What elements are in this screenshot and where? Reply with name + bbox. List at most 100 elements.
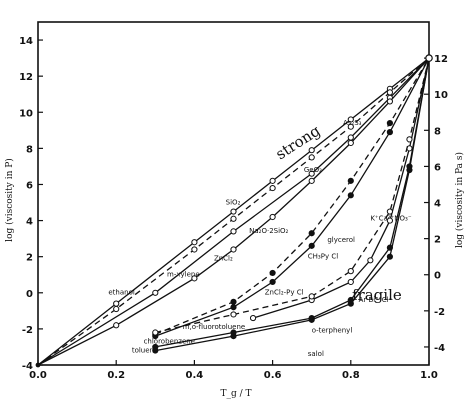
data-point bbox=[152, 329, 159, 336]
x-tick-label: 0.6 bbox=[264, 370, 282, 381]
data-point bbox=[152, 347, 159, 354]
curve-label: chlorobenzene bbox=[144, 337, 195, 345]
data-point bbox=[308, 293, 315, 300]
curve-label: m-xylene bbox=[167, 271, 200, 279]
y-tick-label-right: 6 bbox=[434, 162, 441, 173]
x-tick-label: 1.0 bbox=[420, 370, 438, 381]
data-point bbox=[386, 253, 393, 260]
origin-marker bbox=[35, 362, 41, 368]
data-point bbox=[269, 278, 276, 286]
data-point bbox=[347, 116, 354, 123]
y-tick-label-right: 10 bbox=[434, 90, 448, 101]
curve-label: m,o-fluorotoluene bbox=[183, 323, 246, 331]
data-point bbox=[347, 123, 354, 130]
data-point bbox=[191, 239, 198, 246]
y-tick-label-left: 0 bbox=[26, 289, 33, 300]
data-point bbox=[386, 208, 393, 215]
curve-label: glycerol bbox=[327, 236, 355, 244]
y-tick-label-left: -2 bbox=[22, 325, 33, 336]
data-point bbox=[347, 134, 354, 141]
data-point bbox=[230, 333, 237, 340]
y-tick-label-right: -4 bbox=[434, 343, 445, 354]
axis-ticks: 0.0 0.2 0.4 0.6 0.8 1.0 -4 -2 0 2 4 6 8 10 12 14 -4 -2 0 2 4… bbox=[19, 36, 448, 381]
y-axis-label-left: log (viscosity in P) bbox=[4, 158, 15, 242]
series-line-6 bbox=[252, 57, 430, 319]
annotation-fragile: fragile bbox=[352, 286, 402, 304]
curve-label: ZnCl₂ bbox=[214, 254, 233, 262]
data-point bbox=[347, 268, 354, 275]
data-point bbox=[269, 184, 276, 192]
curve-label: GeO₂ bbox=[304, 166, 322, 174]
plot-frame bbox=[37, 21, 430, 366]
y-tick-label-left: 8 bbox=[26, 144, 33, 155]
x-tick-label: 0.2 bbox=[107, 370, 125, 381]
data-point bbox=[367, 257, 374, 264]
curve-label: ethanol bbox=[108, 289, 134, 297]
y-axis-label-right: log (viscosity in Pa s) bbox=[454, 152, 465, 248]
data-point bbox=[308, 170, 315, 177]
data-point bbox=[386, 119, 393, 127]
curve-label: As₂S₃ bbox=[343, 119, 362, 127]
data-point bbox=[386, 129, 393, 136]
y-tick-label-right: 2 bbox=[434, 235, 441, 246]
curve-label: ZnCl₂-Py Cl bbox=[265, 289, 304, 297]
data-point bbox=[308, 230, 315, 237]
data-point bbox=[230, 304, 237, 311]
y-tick-label-left: 4 bbox=[26, 217, 33, 228]
curve-label: o-terphenyl bbox=[312, 327, 353, 335]
curve-label: toluene bbox=[132, 346, 158, 354]
data-point bbox=[230, 208, 237, 215]
data-point bbox=[347, 192, 354, 199]
data-point bbox=[230, 298, 237, 305]
x-tick-label: 0.0 bbox=[29, 370, 47, 381]
data-point bbox=[191, 246, 198, 253]
curve-label: CH₃Py Cl bbox=[308, 252, 338, 260]
x-tick-label: 0.8 bbox=[342, 370, 360, 381]
y-tick-label-right: 12 bbox=[434, 54, 448, 65]
curve-labels: SiO₂ GeO₂ As₂S₃ Na₂O·2SiO₂ ZnCl₂ m-xylene glyc… bbox=[108, 119, 411, 358]
curve-label: SiO₂ bbox=[226, 198, 241, 206]
data-point bbox=[230, 228, 237, 235]
data-point bbox=[386, 217, 393, 224]
data-point bbox=[230, 311, 237, 318]
data-point bbox=[113, 322, 120, 329]
data-point bbox=[308, 177, 315, 184]
data-point bbox=[386, 98, 393, 105]
y-tick-label-left: -4 bbox=[22, 361, 33, 372]
data-point bbox=[347, 300, 354, 307]
data-point bbox=[269, 269, 276, 277]
y-tick-label-left: 6 bbox=[26, 180, 33, 191]
y-tick-label-left: 14 bbox=[19, 36, 33, 47]
data-point bbox=[269, 177, 276, 184]
data-point bbox=[230, 246, 237, 253]
y-tick-label-left: 10 bbox=[19, 108, 33, 119]
y-tick-label-right: 0 bbox=[434, 271, 441, 282]
data-point bbox=[113, 300, 120, 307]
y-tick-label-right: -2 bbox=[434, 307, 445, 318]
curve-label: salol bbox=[308, 350, 324, 358]
curve-label: Na₂O·2SiO₂ bbox=[249, 227, 288, 235]
data-point bbox=[347, 278, 354, 286]
data-point bbox=[230, 215, 237, 222]
data-point bbox=[347, 139, 354, 147]
y-tick-label-right: 4 bbox=[434, 199, 441, 210]
curve-label: Ar Bi³⁺Cl⁻ bbox=[359, 296, 393, 304]
data-point bbox=[249, 314, 257, 322]
x-tick-label: 0.4 bbox=[186, 370, 204, 381]
data-point bbox=[347, 177, 354, 184]
x-axis-label: T_g / T bbox=[220, 389, 251, 399]
y-tick-label-left: 2 bbox=[26, 253, 33, 264]
data-point bbox=[191, 275, 198, 282]
data-curves bbox=[35, 54, 433, 368]
data-point bbox=[113, 305, 120, 313]
curve-label: K⁺Ca²⁺NO₃⁻ bbox=[370, 215, 412, 223]
y-tick-label-right: 8 bbox=[434, 126, 441, 137]
data-point bbox=[308, 147, 315, 154]
annotation-strong: strong bbox=[272, 121, 323, 163]
data-point bbox=[386, 89, 393, 96]
data-point bbox=[308, 154, 315, 161]
data-point bbox=[406, 136, 413, 143]
data-point bbox=[308, 242, 315, 249]
endpoint-marker bbox=[425, 54, 433, 62]
